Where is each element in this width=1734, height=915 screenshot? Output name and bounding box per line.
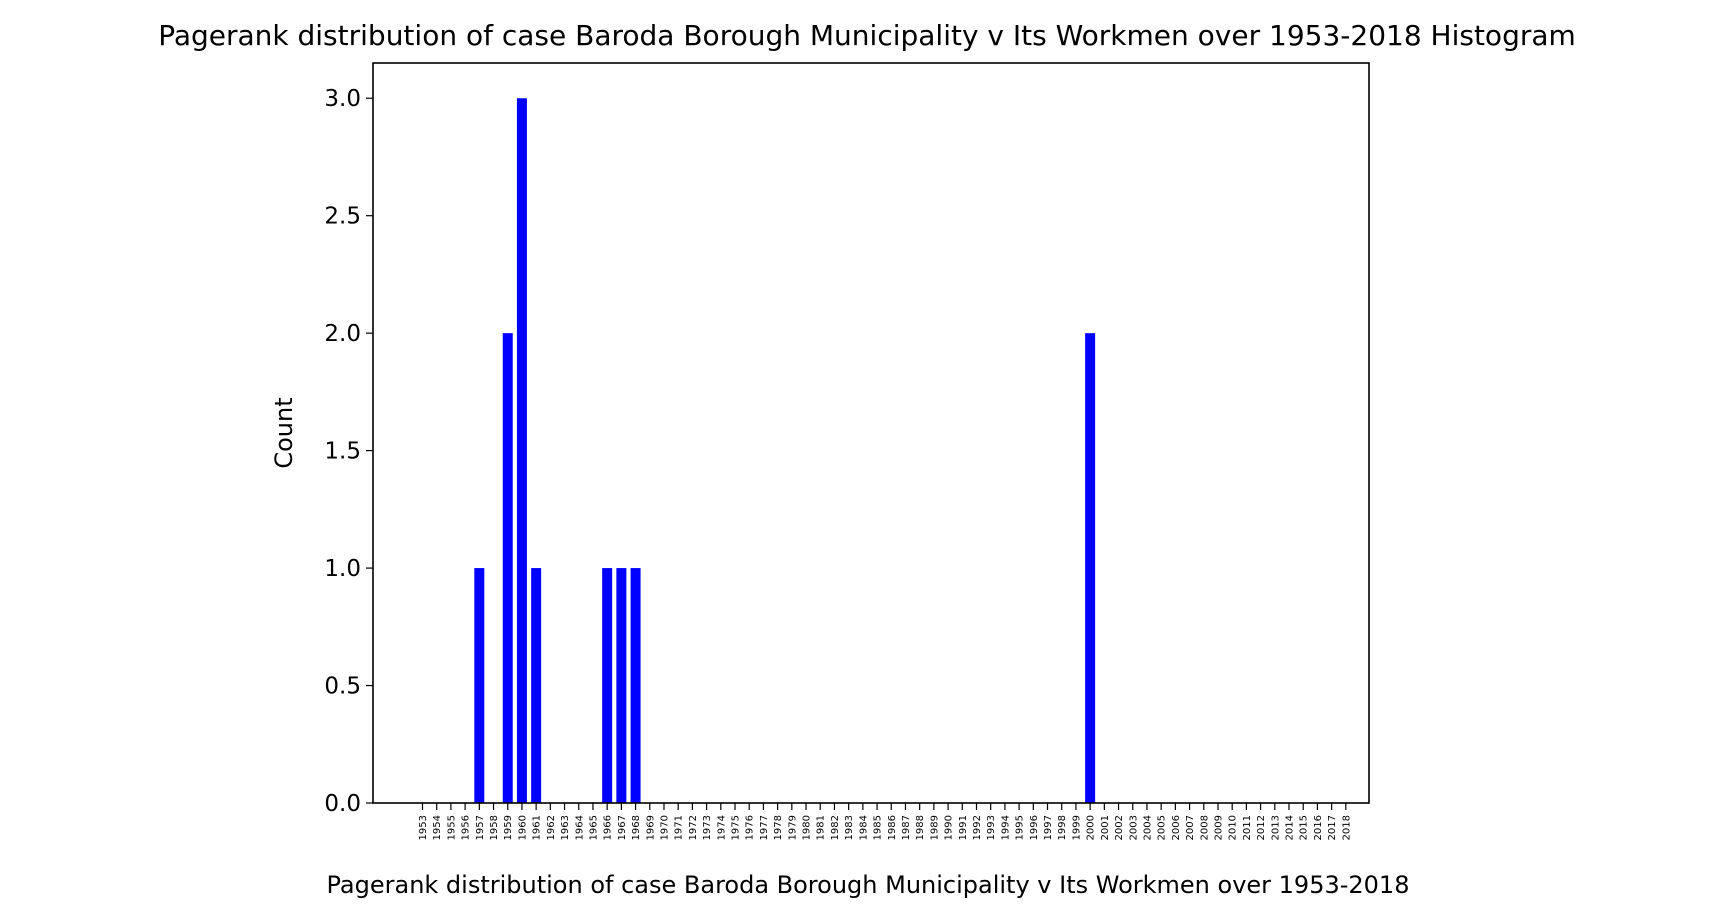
x-tick-label-2002: 2002 (1114, 815, 1125, 840)
x-tick-label-1984: 1984 (858, 815, 869, 840)
x-tick-label-2016: 2016 (1313, 815, 1324, 840)
x-tick-label-1969: 1969 (645, 815, 656, 840)
x-tick-label-1965: 1965 (588, 815, 599, 840)
x-tick-label-1964: 1964 (574, 815, 585, 840)
x-tick-label-1959: 1959 (503, 815, 514, 840)
x-tick-label-1990: 1990 (944, 815, 955, 840)
plot-frame (372, 62, 1370, 804)
y-tick-label-3.0: 3.0 (324, 86, 361, 112)
y-tick-label-1.0: 1.0 (324, 556, 361, 582)
y-axis-label: Count (270, 397, 298, 468)
x-tick-label-2006: 2006 (1171, 815, 1182, 840)
x-tick-label-1978: 1978 (773, 815, 784, 840)
x-tick-label-2007: 2007 (1185, 815, 1196, 840)
x-axis-label: Pagerank distribution of case Baroda Bor… (327, 871, 1410, 899)
x-tick-label-2001: 2001 (1100, 815, 1111, 840)
x-tick-label-2010: 2010 (1228, 815, 1239, 840)
bar-1967 (616, 568, 627, 803)
x-tick-label-1972: 1972 (688, 815, 699, 840)
x-tick-label-1989: 1989 (929, 815, 940, 840)
x-tick-label-1954: 1954 (432, 815, 443, 840)
y-tick-label-1.5: 1.5 (324, 439, 361, 465)
x-tick-label-1961: 1961 (532, 815, 543, 840)
x-tick-label-1956: 1956 (461, 815, 472, 840)
x-tick-label-1966: 1966 (603, 815, 614, 840)
x-tick-label-1976: 1976 (745, 815, 756, 840)
x-tick-label-1974: 1974 (716, 815, 727, 840)
x-tick-label-1975: 1975 (731, 815, 742, 840)
x-tick-label-1994: 1994 (1000, 815, 1011, 840)
x-tick-label-1953: 1953 (418, 815, 429, 840)
x-tick-label-2012: 2012 (1256, 815, 1267, 840)
x-tick-label-1955: 1955 (446, 815, 457, 840)
x-tick-label-1993: 1993 (986, 815, 997, 840)
x-tick-label-1997: 1997 (1043, 815, 1054, 840)
bar-1959 (502, 333, 513, 803)
x-tick-label-1985: 1985 (873, 815, 884, 840)
bar-1961 (531, 568, 542, 803)
chart-title: Pagerank distribution of case Baroda Bor… (158, 19, 1576, 52)
x-tick-label-2017: 2017 (1327, 815, 1338, 840)
x-tick-label-1991: 1991 (958, 815, 969, 840)
x-tick-label-2005: 2005 (1157, 815, 1168, 840)
y-tick-label-0.0: 0.0 (324, 791, 361, 817)
x-tick-label-1980: 1980 (802, 815, 813, 840)
bars-group (474, 98, 1096, 804)
x-tick-label-1960: 1960 (517, 815, 528, 840)
x-tick-label-2011: 2011 (1242, 815, 1253, 840)
bar-2000 (1085, 333, 1096, 803)
x-tick-label-1998: 1998 (1057, 815, 1068, 840)
x-tick-label-2018: 2018 (1341, 815, 1352, 840)
x-tick-label-2009: 2009 (1213, 815, 1224, 840)
x-tick-label-2000: 2000 (1086, 815, 1097, 840)
x-tick-label-2008: 2008 (1199, 815, 1210, 840)
x-tick-label-2014: 2014 (1285, 815, 1296, 840)
x-tick-label-1979: 1979 (787, 815, 798, 840)
x-tick-label-1973: 1973 (702, 815, 713, 840)
x-tick-label-2013: 2013 (1270, 815, 1281, 840)
x-tick-label-2004: 2004 (1142, 815, 1153, 840)
x-tick-label-1988: 1988 (915, 815, 926, 840)
x-axis: 1953 1954 1955 1956 1957 1958 1959 1960 1961 1962… (418, 803, 1352, 840)
bar-1966 (602, 568, 613, 803)
bar-1960 (516, 98, 527, 804)
y-axis: 0.0 0.5 1.0 1.5 2.0 2.5 3.0 (324, 86, 373, 817)
x-tick-label-1983: 1983 (844, 815, 855, 840)
x-tick-label-1963: 1963 (560, 815, 571, 840)
x-tick-label-1958: 1958 (489, 815, 500, 840)
y-tick-label-2.5: 2.5 (324, 204, 361, 230)
x-tick-label-1968: 1968 (631, 815, 642, 840)
x-tick-label-1967: 1967 (617, 815, 628, 840)
x-tick-label-1977: 1977 (759, 815, 770, 840)
x-tick-label-1957: 1957 (475, 815, 486, 840)
x-tick-label-1986: 1986 (887, 815, 898, 840)
bar-1957 (474, 568, 485, 803)
x-tick-label-1982: 1982 (830, 815, 841, 840)
x-tick-label-1971: 1971 (674, 815, 685, 840)
x-tick-label-1981: 1981 (816, 815, 827, 840)
y-tick-label-0.5: 0.5 (324, 674, 361, 700)
x-tick-label-2015: 2015 (1299, 815, 1310, 840)
bar-1968 (630, 568, 641, 803)
x-tick-label-1995: 1995 (1015, 815, 1026, 840)
x-tick-label-1962: 1962 (546, 815, 557, 840)
x-tick-label-2003: 2003 (1128, 815, 1139, 840)
x-tick-label-1999: 1999 (1071, 815, 1082, 840)
x-tick-label-1970: 1970 (659, 815, 670, 840)
y-tick-label-2.0: 2.0 (324, 321, 361, 347)
x-tick-label-1992: 1992 (972, 815, 983, 840)
x-tick-label-1996: 1996 (1029, 815, 1040, 840)
x-tick-label-1987: 1987 (901, 815, 912, 840)
